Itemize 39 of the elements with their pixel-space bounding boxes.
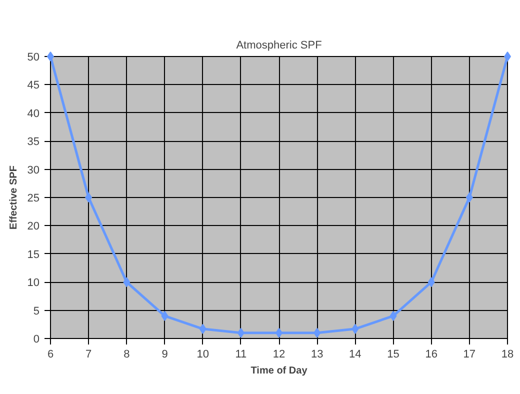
point [390, 310, 397, 321]
x-tick-label: 9 [162, 348, 168, 360]
point [161, 310, 168, 321]
point [352, 324, 359, 334]
x-tick-label: 10 [196, 348, 209, 360]
x-tick-label: 18 [501, 348, 514, 360]
x-axis-title: Time of Day [250, 366, 308, 376]
point [85, 192, 92, 202]
x-tick-label: 7 [86, 348, 92, 360]
point [428, 277, 435, 288]
y-axis-title: Effective SPF [8, 166, 20, 230]
point [199, 324, 206, 334]
x-tick-label: 14 [349, 348, 362, 360]
y-tick-label: 20 [27, 220, 40, 233]
y-tick-label: 5 [33, 305, 40, 318]
point [466, 192, 473, 202]
point [47, 52, 54, 62]
y-tick-label: 25 [27, 192, 40, 204]
point [123, 277, 130, 288]
x-tick-label: 16 [425, 348, 438, 360]
y-tick-label: 40 [27, 108, 40, 120]
y-tick-label: 10 [27, 277, 40, 290]
x-tick-label: 15 [387, 348, 400, 360]
x-tick-label: 17 [463, 348, 476, 360]
chart-title: Atmospheric SPF [236, 40, 322, 52]
y-tick-label: 30 [27, 164, 40, 176]
point [237, 328, 244, 338]
y-tick-label: 35 [27, 136, 40, 148]
y-tick-label: 45 [27, 80, 40, 92]
x-tick-label: 11 [235, 348, 247, 360]
x-tick-label: 13 [310, 348, 324, 360]
y-tick-label: 0 [33, 334, 40, 346]
y-tick-label: 50 [27, 52, 40, 64]
x-tick-label: 8 [124, 348, 130, 360]
point [504, 52, 511, 62]
x-tick-label: 12 [272, 348, 286, 360]
point [314, 328, 321, 338]
y-tick-label: 15 [27, 248, 40, 261]
x-tick-label: 6 [47, 348, 54, 360]
